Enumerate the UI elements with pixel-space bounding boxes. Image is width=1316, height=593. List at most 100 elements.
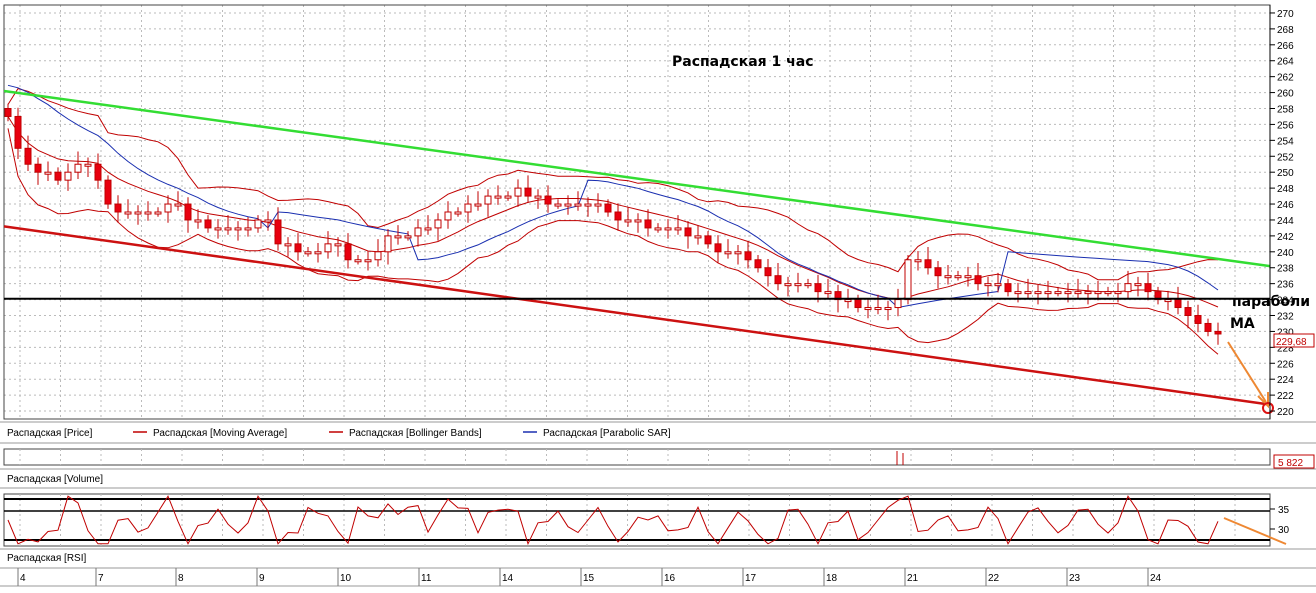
candle (714, 243, 722, 253)
candle (814, 283, 822, 293)
candle (1144, 283, 1152, 293)
candle (84, 163, 92, 167)
candle (1164, 299, 1172, 303)
candle (1194, 315, 1202, 324)
price-tick-label: 224 (1277, 375, 1294, 386)
candle (754, 259, 762, 269)
candle (954, 275, 962, 279)
price-tick-label: 234 (1277, 296, 1294, 307)
candle (924, 259, 932, 269)
candle (524, 187, 532, 197)
candle (1094, 291, 1102, 295)
legend-label: Распадская [Parabolic SAR] (543, 428, 671, 439)
candle (624, 219, 632, 223)
date-tick-label: 4 (20, 573, 26, 584)
candle (294, 243, 302, 253)
date-tick-label: 14 (502, 573, 514, 584)
price-tick-label: 248 (1277, 184, 1294, 195)
candle (464, 203, 472, 213)
candle (374, 251, 382, 261)
candle (794, 283, 802, 287)
volume-frame (3, 448, 1271, 466)
legend-label: Распадская [Price] (7, 428, 93, 439)
candle (24, 147, 32, 165)
candle (1114, 291, 1122, 295)
candle (1214, 330, 1222, 335)
price-tick-label: 238 (1277, 264, 1294, 275)
candle (1054, 291, 1062, 295)
legend-label: Распадская [Bollinger Bands] (349, 428, 482, 439)
candle (204, 219, 212, 229)
candle (394, 235, 402, 239)
date-tick-label: 17 (745, 573, 757, 584)
candle (4, 108, 12, 117)
candle (1124, 283, 1132, 293)
candle (284, 243, 292, 247)
candle (1024, 291, 1032, 295)
rsi-line (7, 495, 1219, 546)
moving-average-line (7, 116, 1219, 308)
plot-frame (3, 4, 1271, 420)
forecast-arrow (1227, 341, 1267, 403)
date-tick-label: 7 (98, 573, 104, 584)
candle (544, 195, 552, 205)
candle (1184, 307, 1192, 316)
candle (414, 227, 422, 237)
rsi-panel: 35 30 Распадская [RSI] (0, 493, 1316, 564)
date-tick-label: 21 (907, 573, 919, 584)
candle (854, 299, 862, 309)
price-tick-label: 252 (1277, 152, 1294, 163)
candle (774, 275, 782, 285)
price-tick-label: 266 (1277, 41, 1294, 52)
candle (594, 203, 602, 207)
legend: Распадская [Price] Распадская [Moving Ave… (0, 421, 1316, 444)
candle (44, 171, 52, 175)
candle (94, 163, 102, 181)
candle (564, 203, 572, 207)
annotation-parabolic: параболи (1232, 294, 1310, 310)
candle (144, 211, 152, 215)
candle (304, 251, 312, 255)
date-tick-label: 23 (1069, 573, 1081, 584)
candle (634, 219, 642, 223)
target-circle (1262, 402, 1274, 414)
candle (404, 235, 412, 239)
candle (724, 251, 732, 255)
rsi-forecast-arrow (1223, 517, 1287, 545)
volume-panel-title: Распадская [Volume] (7, 474, 103, 485)
candle (1204, 322, 1212, 332)
candle (614, 211, 622, 221)
price-tick-label: 220 (1277, 407, 1294, 418)
candle (184, 203, 192, 221)
candle (604, 203, 612, 213)
candle (1014, 291, 1022, 295)
candle (474, 203, 482, 207)
forecast-arrow-head (1257, 392, 1269, 409)
date-tick-label: 11 (421, 573, 432, 584)
rsi-frame (3, 493, 1271, 547)
price-tick-label: 260 (1277, 89, 1294, 100)
candle (994, 283, 1002, 287)
candle (64, 171, 72, 181)
candle (944, 275, 952, 279)
rsi-tick-label: 35 (1278, 505, 1290, 516)
candle (384, 235, 392, 253)
candle (364, 259, 372, 263)
date-tick-label: 24 (1150, 573, 1162, 584)
candle (644, 219, 652, 229)
candle (934, 267, 942, 277)
candle (734, 251, 742, 255)
candle (554, 203, 562, 207)
price-tick-label: 254 (1277, 136, 1294, 147)
candle (484, 195, 492, 205)
candle (914, 259, 922, 263)
candle (494, 195, 502, 199)
candle (504, 195, 512, 199)
price-tick-label: 240 (1277, 248, 1294, 259)
candle (274, 219, 282, 245)
candle (164, 203, 172, 213)
date-tick-label: 18 (826, 573, 838, 584)
candle (424, 227, 432, 231)
trend-lines (3, 89, 1274, 414)
